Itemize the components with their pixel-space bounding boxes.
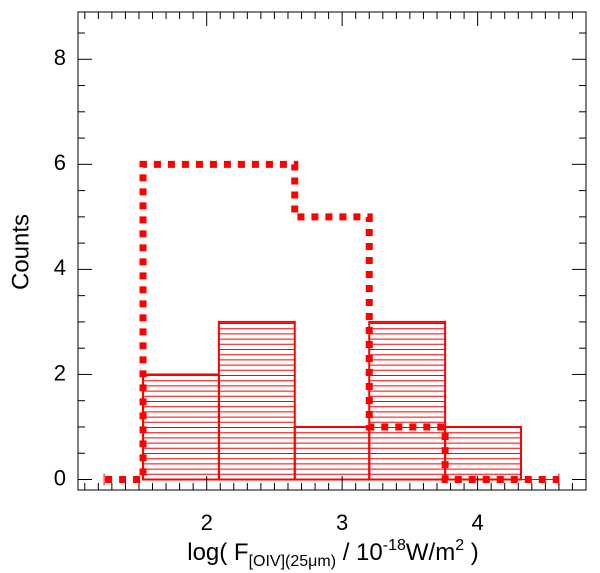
series-layer [103,160,560,486]
tick-layer [78,12,587,490]
y-tick-label: 0 [54,465,66,490]
y-axis-label: Counts [7,214,34,290]
x-tick-label: 2 [201,510,213,535]
x-axis-label-middle: / 10 [336,539,383,566]
solid-histogram-bar [217,320,296,481]
x-tick-label: 3 [336,510,348,535]
y-tick-label: 6 [54,150,66,175]
hatch-fill-layer [143,323,521,475]
x-axis-label-prefix: log( F [187,539,248,566]
tick-label-layer: 0 2 4 6 8 2 3 4 [54,45,484,535]
y-tick-label: 8 [54,45,66,70]
x-tick-label: 4 [472,510,484,535]
x-axis-label: log( F[OIV](25μm) / 10-18W/m2 ) [187,537,479,570]
x-axis-label-superscript: -18 [383,537,406,554]
dotted-histogram-outline [105,160,559,483]
x-axis-label-unit-superscript: 2 [455,537,464,554]
x-axis-label-subscript: [OIV](25μm) [249,553,336,570]
plot-frame [77,11,587,491]
y-tick-label: 2 [54,360,66,385]
x-axis-label-unit: W/m [406,539,455,566]
y-tick-label: 4 [54,255,66,280]
x-axis-label-suffix: ) [464,539,479,566]
